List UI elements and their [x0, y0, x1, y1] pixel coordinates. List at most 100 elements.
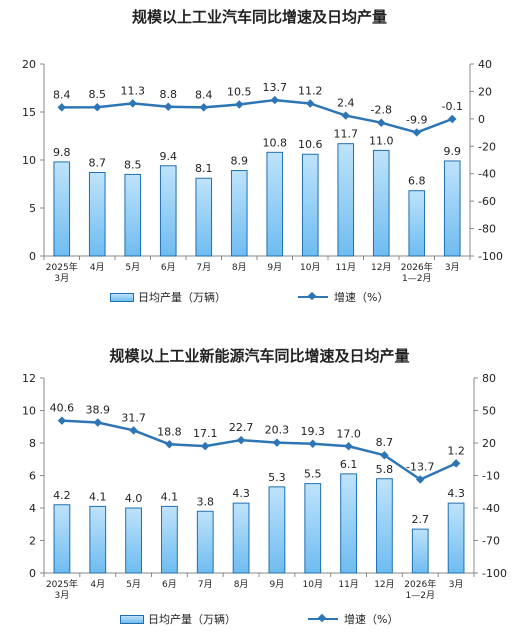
x-tick-label: 7月: [196, 262, 211, 273]
x-tick-label: 7月: [198, 579, 213, 590]
bar: [196, 510, 214, 574]
line-point: [377, 118, 386, 127]
legend-line-label: 增速（%）: [344, 613, 399, 626]
line-value-label: 8.5: [89, 88, 107, 101]
line-point: [412, 128, 421, 137]
y-tick-label-left: 0: [29, 567, 36, 580]
x-tick-label: 8月: [232, 262, 247, 273]
bar: [89, 505, 107, 574]
bar-value-label: 5.3: [268, 471, 286, 484]
bar: [232, 502, 250, 574]
y-tick-label-right: -20: [478, 140, 496, 153]
bar: [372, 149, 390, 257]
x-tick-label-line: 3月: [55, 590, 70, 601]
bar-value-label: 4.3: [232, 487, 250, 500]
bar-value-label: 10.6: [298, 138, 323, 151]
x-tick-label: 3月: [449, 579, 464, 590]
x-tick-label: 5月: [125, 262, 140, 273]
bar-value-label: 9.8: [53, 146, 71, 159]
bar: [88, 171, 106, 257]
line-value-label: 31.7: [121, 411, 146, 424]
x-tick-label-line: 12月: [374, 579, 394, 590]
legend-bar-label: 日均产量（万辆）: [148, 613, 236, 626]
x-tick-label-line: 2025年: [46, 261, 78, 273]
line-value-label: 11.2: [298, 84, 323, 97]
x-tick-label: 2025年 3月: [46, 578, 78, 601]
x-tick-label-line: 7月: [196, 262, 211, 273]
x-tick-label: 2026年 1—2月: [404, 578, 436, 601]
line-point: [341, 111, 350, 120]
bar-value-label: 3.8: [197, 495, 215, 508]
x-tick-label: 12月: [374, 579, 394, 590]
line-point: [451, 459, 461, 468]
y-tick-label-right: 20: [482, 437, 496, 450]
line-value-label: -2.8: [371, 104, 392, 117]
line-value-label: 17.0: [336, 427, 361, 440]
legend-line-entry: 增速（%）: [298, 289, 388, 305]
line-value-label: 13.7: [263, 81, 288, 94]
y-tick-label-left: 5: [29, 202, 36, 215]
bar: [53, 504, 71, 574]
line-point: [448, 114, 457, 124]
x-tick-label-line: 1—2月: [402, 273, 431, 284]
y-tick-label-right: -80: [478, 223, 496, 236]
bar: [376, 478, 393, 574]
chart-vehicle-production: 规模以上工业汽车同比增速及日均产量 0 5 10 15 20 -100 -80 -60 -40 -…: [0, 0, 519, 315]
bar-value-label: 5.5: [304, 468, 322, 481]
y-tick-label-left: 15: [22, 106, 36, 119]
bar-value-label: 5.8: [376, 463, 394, 476]
x-tick-label-line: 3月: [445, 262, 460, 273]
line-value-label: 17.1: [193, 427, 218, 440]
x-tick-label-line: 6月: [162, 579, 177, 590]
line-point: [306, 99, 315, 108]
y-tick-label-right: 80: [482, 372, 496, 385]
x-tick-label-line: 11月: [336, 262, 356, 273]
x-tick-label-line: 5月: [126, 579, 141, 590]
bar-value-label: 8.5: [124, 158, 142, 171]
x-tick-label-line: 4月: [90, 579, 105, 590]
bar: [337, 143, 355, 257]
line-point: [201, 441, 210, 451]
y-tick-label-left: 10: [22, 405, 36, 418]
x-tick-label-line: 5月: [125, 262, 140, 273]
legend-bar-swatch: [120, 614, 144, 624]
x-tick-label: 12月: [371, 262, 391, 273]
bar-value-label: 8.9: [231, 155, 249, 168]
bar-value-label: 9.4: [160, 150, 178, 163]
y-tick-label-right: -10: [482, 470, 500, 483]
bar: [443, 160, 461, 257]
x-tick-label: 9月: [267, 262, 282, 273]
x-tick-label: 4月: [90, 262, 105, 273]
bar: [230, 170, 248, 257]
line-value-label: 10.5: [227, 85, 252, 98]
y-tick-label-left: 0: [29, 250, 36, 263]
bar: [411, 528, 429, 574]
bar: [159, 165, 177, 257]
y-tick-label-left: 4: [29, 502, 36, 515]
bar-value-label: 9.9: [444, 145, 462, 158]
y-tick-label-right: -100: [482, 567, 507, 580]
bar-value-label: 4.3: [447, 487, 465, 500]
bar: [266, 151, 284, 257]
line-value-label: 8.4: [195, 88, 213, 101]
line-point: [380, 450, 389, 460]
y-tick-label-right: -60: [478, 195, 496, 208]
legend-line-swatch: [298, 292, 328, 302]
bar-value-label: 6.1: [340, 458, 358, 471]
bar: [304, 483, 322, 574]
chart-nev-production: 规模以上工业新能源汽车同比增速及日均产量 0 2 4 6 8 10 12 -100 -70 -40…: [0, 315, 519, 642]
bar: [195, 177, 213, 257]
y-tick-label-right: -40: [478, 168, 496, 181]
y-tick-label-left: 6: [29, 470, 36, 483]
line-point: [308, 439, 317, 449]
line-point: [165, 440, 174, 449]
bar-value-label: 8.7: [89, 156, 107, 169]
bar: [161, 505, 178, 574]
line-point: [93, 102, 102, 112]
x-tick-label-line: 10月: [300, 262, 320, 273]
line-point: [93, 418, 102, 427]
x-tick-label-line: 7月: [198, 579, 213, 590]
x-tick-label-line: 2026年: [404, 578, 436, 590]
